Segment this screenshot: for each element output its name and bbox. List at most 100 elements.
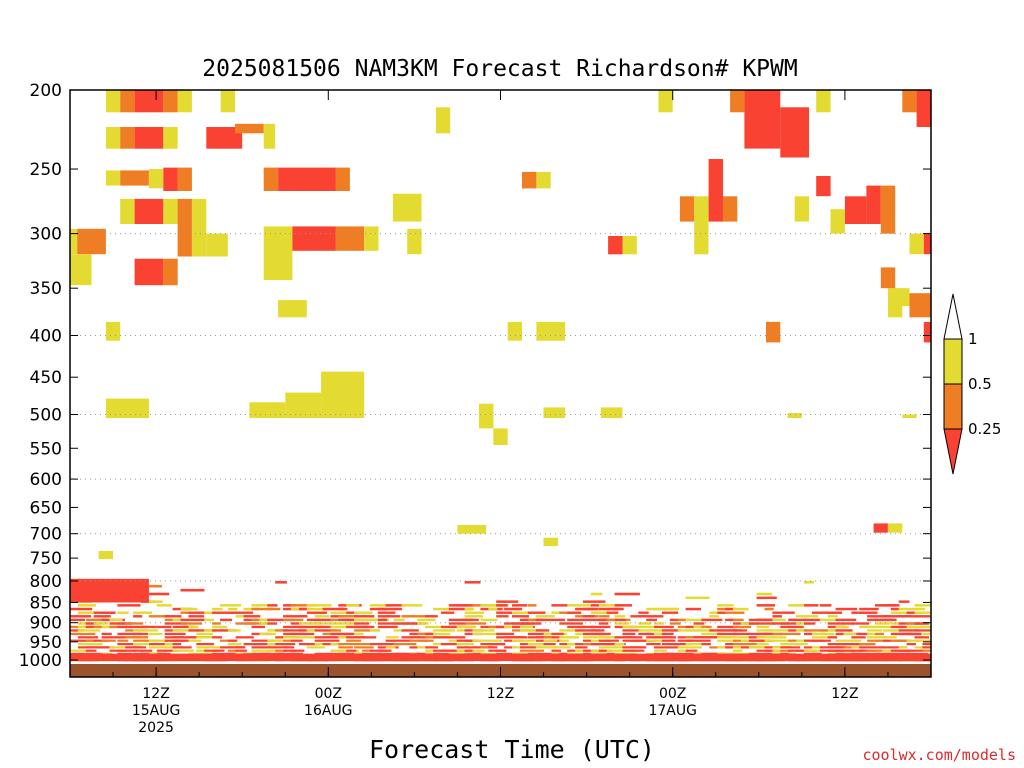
band-cell	[472, 649, 485, 652]
data-cell	[120, 170, 149, 186]
band-cell	[133, 649, 143, 652]
band-cell	[259, 622, 271, 625]
band-cell	[314, 615, 330, 618]
band-cell	[630, 646, 647, 649]
band-cell	[661, 607, 680, 611]
band-cell	[590, 611, 613, 614]
band-cell	[851, 646, 864, 649]
band-cell	[440, 636, 466, 639]
band-cell	[188, 611, 201, 614]
band-cell	[354, 625, 368, 629]
band-cell	[811, 632, 826, 636]
colorbar-label: 0.5	[968, 375, 992, 393]
y-tick-label: 900	[30, 614, 62, 634]
band-cell	[654, 646, 679, 649]
band-cell	[267, 607, 281, 611]
band-cell	[638, 639, 651, 642]
plot-frame	[69, 89, 932, 678]
band-cell	[180, 622, 202, 625]
band-cell	[93, 615, 111, 618]
data-cell	[163, 258, 178, 286]
band-cell	[133, 629, 158, 632]
band-cell	[804, 604, 819, 607]
band-cell	[638, 622, 652, 625]
band-cell	[204, 618, 215, 622]
band-cell	[70, 629, 85, 632]
band-cell	[314, 611, 325, 614]
band-cell	[796, 615, 819, 618]
band-cell	[804, 649, 820, 652]
data-cell	[163, 198, 178, 224]
band-cell	[117, 639, 129, 642]
y-tick-label: 550	[30, 439, 62, 459]
band-cell	[756, 625, 770, 629]
band-cell	[385, 639, 396, 642]
data-cell	[163, 127, 178, 149]
band-cell	[764, 629, 790, 632]
data-cell	[392, 193, 422, 222]
band-cell	[583, 607, 599, 611]
band-cell	[227, 639, 238, 642]
band-cell	[251, 604, 268, 607]
data-cell	[780, 107, 809, 158]
band-cell	[251, 639, 275, 642]
band-cell	[291, 604, 317, 607]
band-cell	[685, 643, 695, 646]
data-cell	[70, 254, 92, 286]
band-cell	[922, 632, 931, 636]
band-cell	[480, 632, 506, 636]
band-cell	[464, 581, 481, 584]
band-cell	[156, 649, 167, 652]
band-cell	[464, 649, 475, 652]
band-cell	[377, 649, 388, 652]
band-cell	[590, 629, 605, 632]
band-cell	[306, 646, 326, 649]
band-cell	[472, 629, 495, 632]
band-cell	[227, 629, 241, 632]
data-cell	[543, 407, 565, 419]
band-cell	[125, 649, 137, 652]
band-cell	[180, 611, 190, 614]
band-cell	[598, 632, 611, 636]
y-tick-label: 850	[30, 593, 62, 613]
band-cell	[701, 625, 712, 629]
band-cell	[575, 629, 600, 632]
band-cell	[377, 625, 398, 629]
band-cell	[283, 639, 292, 642]
data-cell	[694, 196, 709, 255]
band-cell	[796, 622, 811, 625]
band-cell	[314, 629, 337, 632]
band-cell	[70, 653, 931, 662]
band-cell	[117, 622, 131, 625]
y-tick-label: 750	[30, 549, 62, 569]
band-cell	[685, 596, 710, 600]
band-cell	[235, 646, 246, 649]
band-cell	[314, 622, 331, 625]
band-cell	[725, 611, 745, 614]
band-cell	[133, 639, 156, 642]
band-cell	[117, 625, 128, 629]
band-cell	[133, 615, 143, 618]
band-cell	[298, 607, 310, 611]
band-cell	[133, 646, 143, 649]
band-cell	[527, 622, 542, 625]
band-cell	[204, 629, 220, 632]
band-cell	[338, 615, 358, 618]
band-cell	[614, 618, 626, 622]
band-cell	[393, 618, 405, 622]
band-cell	[859, 607, 879, 611]
band-cell	[283, 625, 305, 629]
band-cell	[519, 649, 544, 652]
data-cell	[263, 123, 276, 149]
band-cell	[141, 625, 157, 629]
band-cell	[227, 649, 239, 652]
band-cell	[646, 639, 671, 642]
band-cell	[685, 618, 710, 622]
band-cell	[85, 622, 99, 625]
band-cell	[109, 618, 123, 622]
x-tick-label: 17AUG	[648, 703, 697, 719]
band-cell	[417, 622, 429, 625]
band-cell	[827, 615, 838, 618]
band-cell	[748, 646, 759, 649]
